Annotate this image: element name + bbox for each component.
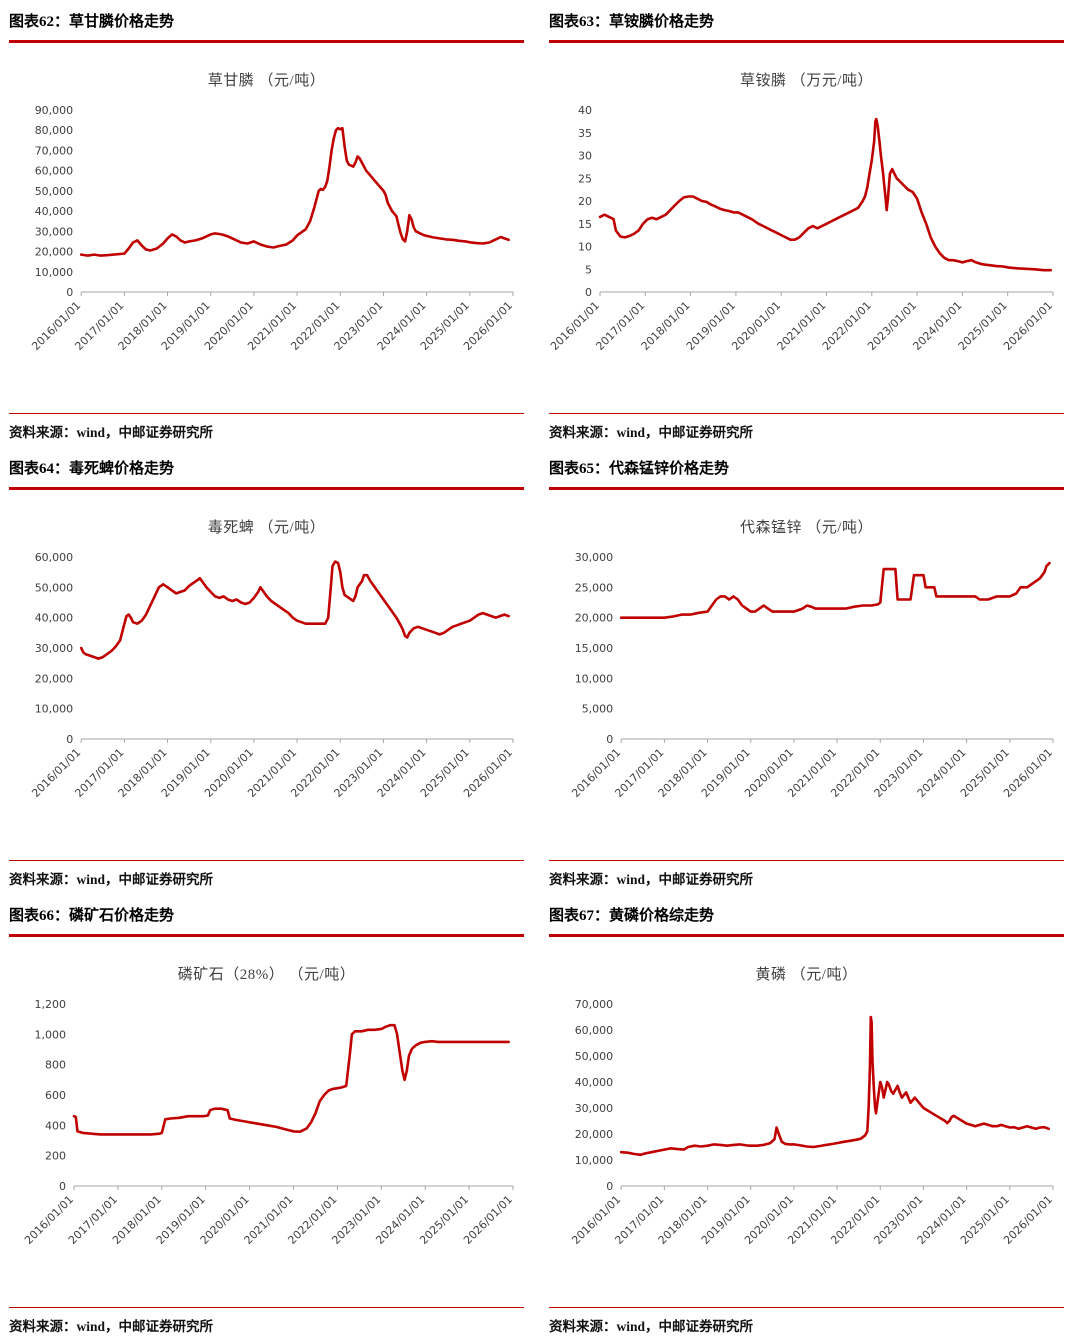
svg-text:800: 800 [45,1059,66,1072]
svg-text:200: 200 [45,1150,66,1163]
svg-text:1,000: 1,000 [35,1028,67,1041]
figure-caption: 图表62：草甘膦价格走势 [9,14,175,30]
svg-text:50,000: 50,000 [575,1050,614,1063]
svg-text:20,000: 20,000 [575,1128,614,1141]
source-note: 资料来源：wind，中邮证券研究所 [9,1319,214,1334]
svg-text:1,200: 1,200 [35,998,67,1011]
svg-text:15,000: 15,000 [575,642,614,655]
caption-rule [549,40,1064,43]
chart-area: 毒死蜱 （元/吨） 0 10,000 20,000 30,000 40,000 50,00… [9,490,524,860]
figure-caption: 图表64：毒死蜱价格走势 [9,461,175,477]
glyphosate-line-chart: 0 10,000 20,000 30,000 40,000 50,000 60,000 70,… [29,104,515,353]
source-note: 资料来源：wind，中邮证券研究所 [549,1319,754,1334]
svg-text:60,000: 60,000 [575,1024,614,1037]
svg-text:0: 0 [66,733,73,746]
figure-block-64: 图表64：毒死蜱价格走势 毒死蜱 （元/吨） 0 10,000 20,000 30,0… [0,447,540,894]
chart-title: 毒死蜱 （元/吨） [207,520,326,536]
svg-text:5,000: 5,000 [582,703,614,716]
svg-text:70,000: 70,000 [35,144,74,157]
svg-text:35: 35 [578,127,592,140]
source-note: 资料来源：wind，中邮证券研究所 [549,872,754,887]
svg-text:20: 20 [578,195,592,208]
svg-text:25,000: 25,000 [575,581,614,594]
chart-title: 草铵膦 （万元/吨） [740,73,873,89]
svg-text:25: 25 [578,172,592,185]
source-rule [9,860,524,861]
svg-text:400: 400 [45,1119,66,1132]
figure-caption: 图表67：黄磷价格综走势 [549,908,715,924]
svg-text:90,000: 90,000 [35,104,74,117]
phosphate-rock-line-chart: 02004006008001,0001,2002016/01/012017/01… [22,998,515,1247]
chart-area: 草铵膦 （万元/吨） 0 5 10 15 20 25 30 35 40 2016/01/01 201… [548,43,1064,413]
source-rule [9,413,524,414]
svg-text:30: 30 [578,150,592,163]
svg-text:60,000: 60,000 [35,165,74,178]
figure-block-65: 图表65：代森锰锌价格走势 代森锰锌 （元/吨） 0 5,000 10,000 15,… [540,447,1080,894]
figure-caption: 图表63：草铵膦价格走势 [549,14,715,30]
svg-text:0: 0 [66,286,73,299]
svg-text:40: 40 [578,104,592,117]
svg-text:10,000: 10,000 [575,672,614,685]
caption-rule [549,487,1064,490]
yellow-phosphorus-line-chart: 0 10,000 20,000 30,000 40,000 50,000 60,000 70,… [569,998,1055,1247]
source-note: 资料来源：wind，中邮证券研究所 [549,425,754,440]
svg-text:20,000: 20,000 [575,612,614,625]
svg-text:40,000: 40,000 [35,205,74,218]
svg-text:70,000: 70,000 [575,998,614,1011]
svg-text:15: 15 [578,218,592,231]
svg-text:10: 10 [578,241,592,254]
svg-text:0: 0 [606,1180,613,1193]
mancozeb-line-chart: 05,00010,00015,00020,00025,00030,0002016… [569,551,1055,800]
figure-caption: 图表65：代森锰锌价格走势 [549,461,730,477]
svg-text:30,000: 30,000 [35,225,74,238]
caption-rule [9,934,524,937]
chart-title: 黄磷 （元/吨） [755,967,858,983]
chart-title: 草甘膦 （元/吨） [207,73,326,89]
svg-text:40,000: 40,000 [35,612,74,625]
source-rule [9,1307,524,1308]
svg-text:0: 0 [59,1180,66,1193]
svg-text:0: 0 [606,733,613,746]
chart-area: 草甘膦 （元/吨） 0 10,000 20,000 30,000 40,000 50,00… [9,43,524,413]
svg-text:30,000: 30,000 [575,1102,614,1115]
source-note: 资料来源：wind，中邮证券研究所 [9,872,214,887]
glufosinate-line-chart: 05101520253035402016/01/012017/01/012018… [548,104,1055,353]
svg-text:600: 600 [45,1089,66,1102]
svg-text:10,000: 10,000 [575,1154,614,1167]
figure-block-66: 图表66：磷矿石价格走势 磷矿石（28%） （元/吨） 0 200 400 600 80… [0,894,540,1341]
chart-title: 磷矿石（28%） （元/吨） [177,967,356,983]
chart-area: 黄磷 （元/吨） 0 10,000 20,000 30,000 40,000 50,000… [549,937,1064,1307]
svg-text:20,000: 20,000 [35,672,74,685]
svg-text:10,000: 10,000 [35,703,74,716]
caption-rule [9,40,524,43]
svg-text:5: 5 [585,263,592,276]
svg-text:10,000: 10,000 [35,266,74,279]
svg-text:30,000: 30,000 [35,642,74,655]
caption-rule [9,487,524,490]
svg-text:80,000: 80,000 [35,124,74,137]
caption-rule [549,934,1064,937]
svg-text:0: 0 [585,286,592,299]
svg-text:40,000: 40,000 [575,1076,614,1089]
chart-area: 磷矿石（28%） （元/吨） 0 200 400 600 800 1,000 1,200 20… [9,937,524,1307]
svg-text:30,000: 30,000 [575,551,614,564]
figure-block-62: 图表62：草甘膦价格走势 草甘膦 （元/吨） 0 10,000 20,000 30,0… [0,0,540,447]
source-note: 资料来源：wind，中邮证券研究所 [9,425,214,440]
source-rule [549,413,1064,414]
chlorpyrifos-line-chart: 010,00020,00030,00040,00050,00060,000201… [29,551,515,800]
chart-area: 代森锰锌 （元/吨） 0 5,000 10,000 15,000 20,000 25,00… [549,490,1064,860]
figure-block-67: 图表67：黄磷价格综走势 黄磷 （元/吨） 0 10,000 20,000 30,00… [540,894,1080,1341]
svg-text:20,000: 20,000 [35,246,74,259]
source-rule [549,860,1064,861]
svg-text:50,000: 50,000 [35,185,74,198]
svg-text:60,000: 60,000 [35,551,74,564]
figure-caption: 图表66：磷矿石价格走势 [9,908,175,924]
svg-text:50,000: 50,000 [35,581,74,594]
chart-title: 代森锰锌 （元/吨） [740,520,873,536]
svg-text:2026/01/01: 2026/01/01 [1001,299,1055,353]
figure-block-63: 图表63：草铵膦价格走势 草铵膦 （万元/吨） 0 5 10 15 20 25 30 35 40… [540,0,1080,447]
source-rule [549,1307,1064,1308]
